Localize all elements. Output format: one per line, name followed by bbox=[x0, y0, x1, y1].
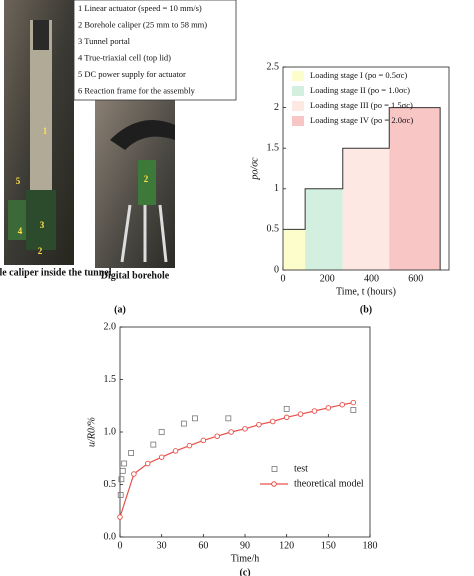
test-point bbox=[150, 441, 157, 448]
model-point bbox=[214, 433, 220, 439]
legend-swatch bbox=[292, 116, 304, 126]
y-tick-label: 0.5 bbox=[104, 479, 117, 490]
photo-marker: 3 bbox=[40, 220, 45, 230]
photo-marker: 4 bbox=[18, 226, 23, 236]
model-point bbox=[256, 421, 262, 428]
stage-bar bbox=[283, 229, 306, 270]
model-point bbox=[270, 418, 276, 425]
caption: Borehole caliper inside the tunnel bbox=[0, 267, 112, 278]
x-tick-label: 400 bbox=[364, 273, 379, 284]
test-point bbox=[180, 420, 187, 427]
model-point bbox=[145, 460, 151, 467]
test-point bbox=[225, 415, 232, 422]
legend-entry: Loading stage IV (po = 2.0σc) bbox=[310, 115, 413, 125]
test-point bbox=[350, 407, 357, 413]
model-point bbox=[311, 408, 318, 414]
photo-marker: 1 bbox=[43, 126, 48, 136]
legend-swatch bbox=[292, 86, 304, 96]
model-point bbox=[228, 429, 234, 435]
legend-entry: test bbox=[294, 463, 308, 474]
model-point bbox=[325, 405, 332, 411]
model-point bbox=[283, 414, 290, 421]
legend-entry: Loading stage I (po = 0.5σc) bbox=[310, 70, 407, 80]
legend-swatch bbox=[292, 71, 304, 81]
plot-frame bbox=[282, 66, 450, 271]
model-point bbox=[158, 454, 165, 460]
test-point bbox=[119, 467, 126, 474]
x-tick-label: 600 bbox=[408, 273, 423, 284]
photo-marker: 2 bbox=[38, 246, 43, 256]
legend-entry: 5 DC power supply for actuator bbox=[78, 69, 186, 79]
legend-marker bbox=[271, 466, 278, 472]
y-tick-label: 0.5 bbox=[267, 224, 280, 235]
legend-entry: 3 Tunnel portal bbox=[78, 36, 131, 46]
x-tick-label: 200 bbox=[320, 273, 335, 284]
model-point bbox=[297, 411, 304, 417]
test-point bbox=[158, 429, 165, 435]
model-point bbox=[242, 426, 248, 432]
test-point bbox=[121, 460, 128, 467]
stage-bar bbox=[342, 148, 390, 270]
y-tick-label: 1.5 bbox=[267, 142, 280, 153]
x-tick-label: 0 bbox=[118, 540, 123, 551]
x-tick-label: 60 bbox=[198, 540, 208, 551]
plot-frame bbox=[119, 326, 371, 538]
model-point bbox=[200, 437, 207, 444]
photo-marker: 2 bbox=[144, 174, 149, 184]
model-point bbox=[117, 514, 123, 520]
x-tick-label: 30 bbox=[157, 540, 167, 551]
panel-label: (c) bbox=[239, 567, 250, 576]
model-point bbox=[131, 471, 137, 477]
caption: Digital borehole bbox=[101, 270, 170, 281]
photo-right bbox=[95, 100, 175, 268]
x-tick-label: 120 bbox=[279, 540, 294, 551]
y-tick-label: 1 bbox=[274, 183, 279, 194]
panel-label: (b) bbox=[360, 304, 372, 315]
test-point bbox=[283, 405, 290, 412]
legend-entry: 1 Linear actuator (speed = 10 mm/s) bbox=[78, 3, 202, 13]
y-tick-label: 2 bbox=[274, 102, 279, 113]
model-point bbox=[339, 401, 345, 408]
x-tick-label: 150 bbox=[321, 540, 336, 551]
y-axis-label: po/σc bbox=[249, 157, 260, 181]
y-tick-label: 1.0 bbox=[104, 426, 117, 437]
photo-marker: 5 bbox=[16, 176, 21, 186]
test-point bbox=[128, 450, 135, 456]
legend-entry: theoretical model bbox=[294, 478, 364, 489]
test-point bbox=[117, 492, 124, 498]
model-point bbox=[172, 448, 179, 454]
legend-marker bbox=[271, 481, 277, 487]
step-outline bbox=[283, 107, 441, 270]
stage-bar bbox=[305, 188, 343, 270]
legend-entry: Loading stage III (po = 1.5σc) bbox=[310, 100, 413, 110]
y-tick-label: 0.0 bbox=[104, 531, 117, 542]
y-tick-label: 1.5 bbox=[104, 374, 117, 385]
legend-entry: 2 Borehole caliper (25 mm to 58 mm) bbox=[78, 19, 207, 29]
test-point bbox=[118, 476, 125, 483]
y-tick-label: 2.5 bbox=[267, 61, 280, 72]
legend-entry: 4 True-triaxial cell (top lid) bbox=[78, 52, 171, 62]
photo-left bbox=[4, 0, 74, 265]
x-tick-label: 90 bbox=[240, 540, 250, 551]
legend-swatch bbox=[292, 101, 304, 111]
x-axis-label: Time/h bbox=[231, 553, 260, 564]
model-point bbox=[186, 442, 193, 449]
panel-label: (a) bbox=[114, 304, 126, 315]
test-point bbox=[192, 415, 198, 422]
model-line bbox=[119, 402, 354, 518]
photo-legend-box bbox=[73, 0, 237, 101]
legend-entry: Loading stage II (po = 1.0σc) bbox=[310, 85, 410, 95]
y-axis-label: u/R0/% bbox=[86, 417, 97, 447]
legend-entry: 6 Reaction frame for the assembly bbox=[78, 85, 196, 95]
x-axis-label: Time, t (hours) bbox=[336, 286, 396, 297]
model-point bbox=[350, 399, 357, 406]
stage-bar bbox=[389, 107, 441, 270]
x-tick-label: 180 bbox=[363, 540, 378, 551]
x-tick-label: 0 bbox=[281, 273, 286, 284]
y-tick-label: 2.0 bbox=[104, 321, 117, 332]
y-tick-label: 0 bbox=[274, 264, 279, 275]
